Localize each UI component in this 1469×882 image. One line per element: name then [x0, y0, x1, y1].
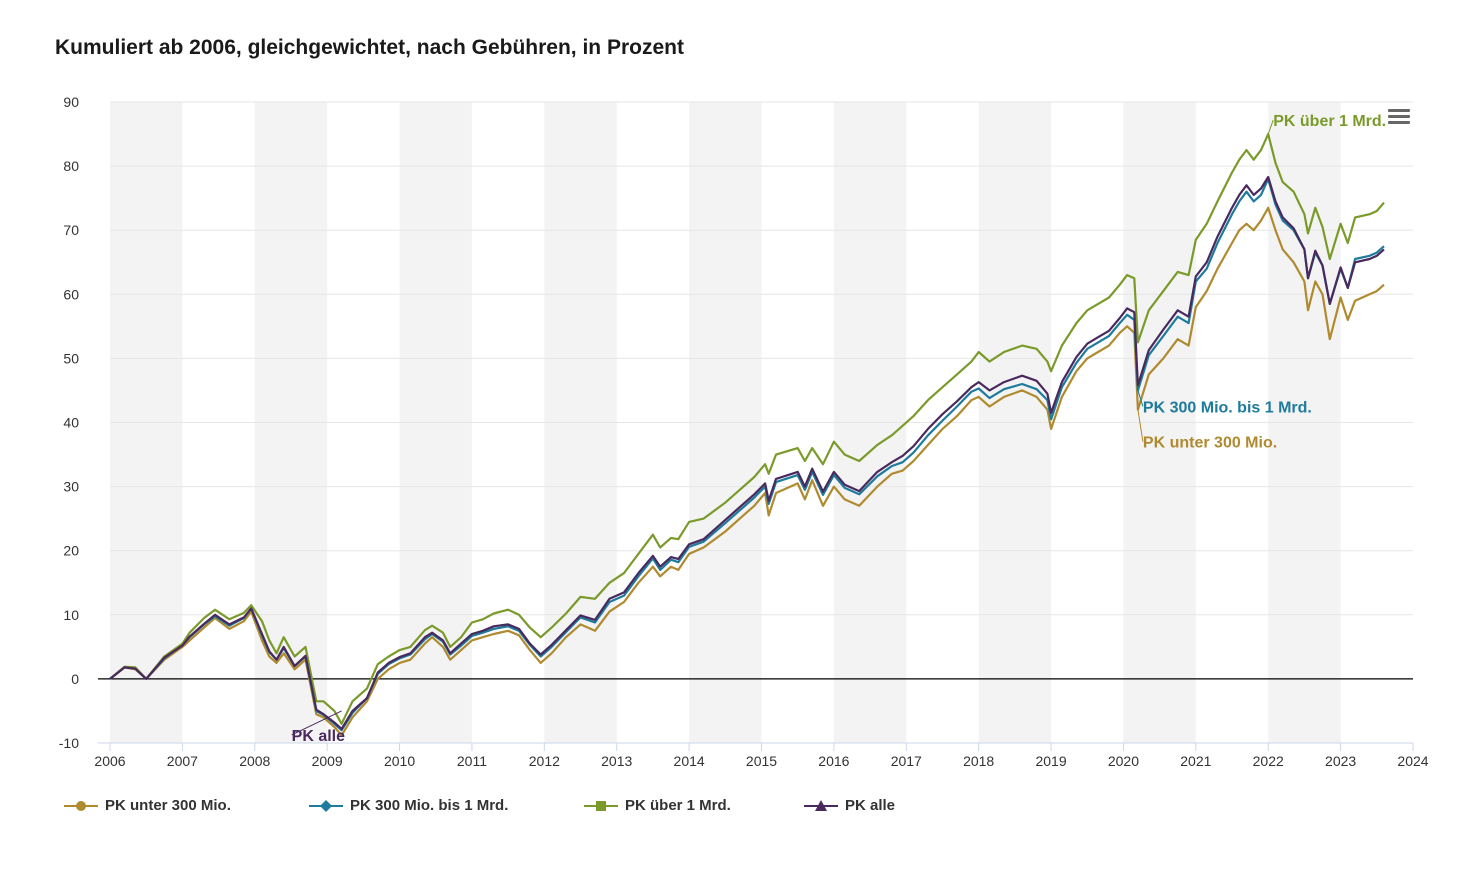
annotation-connector — [1137, 390, 1144, 407]
x-tick-label: 2010 — [384, 753, 415, 769]
chart-title: Kumuliert ab 2006, gleichgewichtet, nach… — [55, 36, 684, 59]
annotation-connector — [291, 710, 342, 736]
menu-icon[interactable] — [1386, 106, 1412, 130]
x-tick-label: 2017 — [891, 753, 922, 769]
x-tick-label: 2016 — [818, 753, 849, 769]
series-annotation-label: PK 300 Mio. bis 1 Mrd. — [1143, 399, 1312, 416]
series-annotation-label: PK über 1 Mrd. — [1273, 113, 1386, 130]
legend-marker-triangle-icon — [804, 799, 838, 811]
series-annotation-label: PK unter 300 Mio. — [1143, 435, 1277, 452]
legend-item-pk-ueber-1[interactable]: PK über 1 Mrd. — [584, 797, 804, 814]
x-tick-label: 2006 — [94, 753, 125, 769]
y-tick-label: 70 — [63, 222, 79, 238]
series-line-2 — [109, 133, 1385, 725]
legend-marker-square-icon — [584, 800, 618, 811]
x-tick-label: 2019 — [1035, 753, 1066, 769]
annotation-connector — [1137, 409, 1144, 442]
x-tick-label: 2008 — [239, 753, 270, 769]
legend-item-pk-unter-300[interactable]: PK unter 300 Mio. — [64, 797, 309, 814]
legend-item-pk-alle[interactable]: PK alle — [804, 797, 964, 814]
y-tick-label: 90 — [63, 94, 79, 110]
x-tick-label: 2021 — [1180, 753, 1211, 769]
series-annotation-label: PK alle — [292, 728, 345, 745]
legend-label: PK alle — [845, 797, 896, 814]
y-tick-label: 10 — [63, 607, 79, 623]
x-tick-label: 2020 — [1108, 753, 1139, 769]
y-tick-label: 40 — [63, 415, 79, 431]
y-tick-label: 0 — [71, 671, 79, 687]
x-tick-label: 2015 — [746, 753, 777, 769]
y-tick-label: -10 — [59, 735, 79, 751]
y-tick-label: 60 — [63, 286, 79, 302]
x-tick-label: 2023 — [1325, 753, 1356, 769]
series-line-0 — [109, 206, 1385, 737]
x-tick-label: 2012 — [529, 753, 560, 769]
x-tick-label: 2018 — [963, 753, 994, 769]
legend-item-pk-300-bis-1[interactable]: PK 300 Mio. bis 1 Mrd. — [309, 797, 584, 814]
x-tick-label: 2022 — [1253, 753, 1284, 769]
legend-label: PK unter 300 Mio. — [105, 797, 231, 814]
legend-label: PK über 1 Mrd. — [625, 797, 731, 814]
y-tick-label: 20 — [63, 543, 79, 559]
x-tick-label: 2013 — [601, 753, 632, 769]
x-tick-label: 2014 — [674, 753, 705, 769]
legend-marker-circle-icon — [64, 800, 98, 811]
x-tick-label: 2011 — [457, 753, 487, 769]
annotation-connector — [1267, 119, 1274, 135]
y-tick-label: 80 — [63, 158, 79, 174]
series-line-3 — [109, 175, 1385, 730]
legend-marker-diamond-icon — [309, 799, 343, 812]
legend-label: PK 300 Mio. bis 1 Mrd. — [350, 797, 509, 814]
legend: PK unter 300 Mio. PK 300 Mio. bis 1 Mrd.… — [64, 797, 964, 814]
x-tick-label: 2007 — [167, 753, 198, 769]
x-tick-label: 2024 — [1397, 753, 1428, 769]
y-tick-label: 50 — [63, 350, 79, 366]
x-tick-label: 2009 — [312, 753, 343, 769]
y-tick-label: 30 — [63, 479, 79, 495]
